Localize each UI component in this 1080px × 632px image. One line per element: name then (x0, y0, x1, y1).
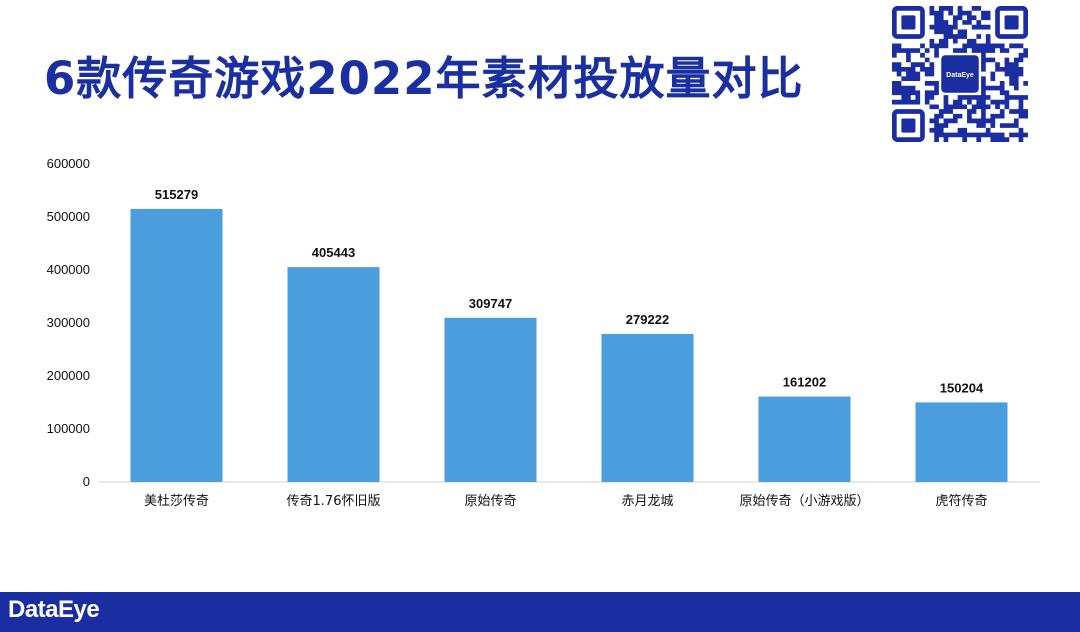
data-label: 515279 (155, 187, 198, 202)
qr-finder-outer (891, 109, 925, 143)
qr-finder-outer (995, 5, 1029, 39)
bar (758, 396, 851, 482)
x-tick-label: 赤月龙城 (621, 494, 673, 509)
bar-chart-svg: 0 100000 200000 300000 400000 500000 600000 515… (47, 156, 1040, 509)
footer-bar: DataEye (0, 592, 1080, 632)
qr-code: DataEye (891, 5, 1029, 143)
data-label: 161202 (783, 375, 826, 390)
y-tick-label: 500000 (47, 209, 90, 224)
bar (601, 334, 694, 482)
bar (915, 402, 1008, 482)
bar (130, 208, 223, 482)
data-label: 279222 (626, 312, 669, 327)
y-tick-label: 300000 (47, 315, 90, 330)
y-tick-label: 400000 (47, 262, 90, 277)
footer-logo: DataEye (8, 596, 100, 623)
data-label: 150204 (940, 380, 984, 395)
x-tick-label: 原始传奇 (464, 493, 516, 509)
y-tick-label: 600000 (47, 156, 90, 171)
qr-center-logo (941, 55, 979, 93)
y-tick-label: 0 (83, 474, 90, 489)
x-tick-label: 虎符传奇 (935, 493, 987, 509)
data-label: 405443 (312, 245, 355, 260)
qr-finder-inner (1004, 15, 1019, 30)
qr-center-logo-text: DataEye (946, 72, 974, 79)
y-tick-label: 200000 (47, 368, 90, 383)
qr-finder-inner (901, 118, 916, 133)
qr-code-image: DataEye (891, 5, 1029, 143)
x-tick-label: 原始传奇（小游戏版） (739, 493, 869, 509)
page-title: 6款传奇游戏2022年素材投放量对比 (44, 52, 804, 105)
qr-finder-inner (901, 15, 916, 30)
bar-chart: 0 100000 200000 300000 400000 500000 600000 515… (0, 150, 1080, 530)
x-tick-label: 美杜莎传奇 (144, 493, 209, 509)
bar (287, 267, 380, 482)
qr-finder-outer (891, 5, 925, 39)
bar (444, 317, 537, 482)
qr-modules (892, 6, 1028, 142)
data-label: 309747 (469, 296, 512, 311)
y-tick-label: 100000 (47, 421, 90, 436)
x-tick-label: 传奇1.76怀旧版 (287, 493, 381, 509)
